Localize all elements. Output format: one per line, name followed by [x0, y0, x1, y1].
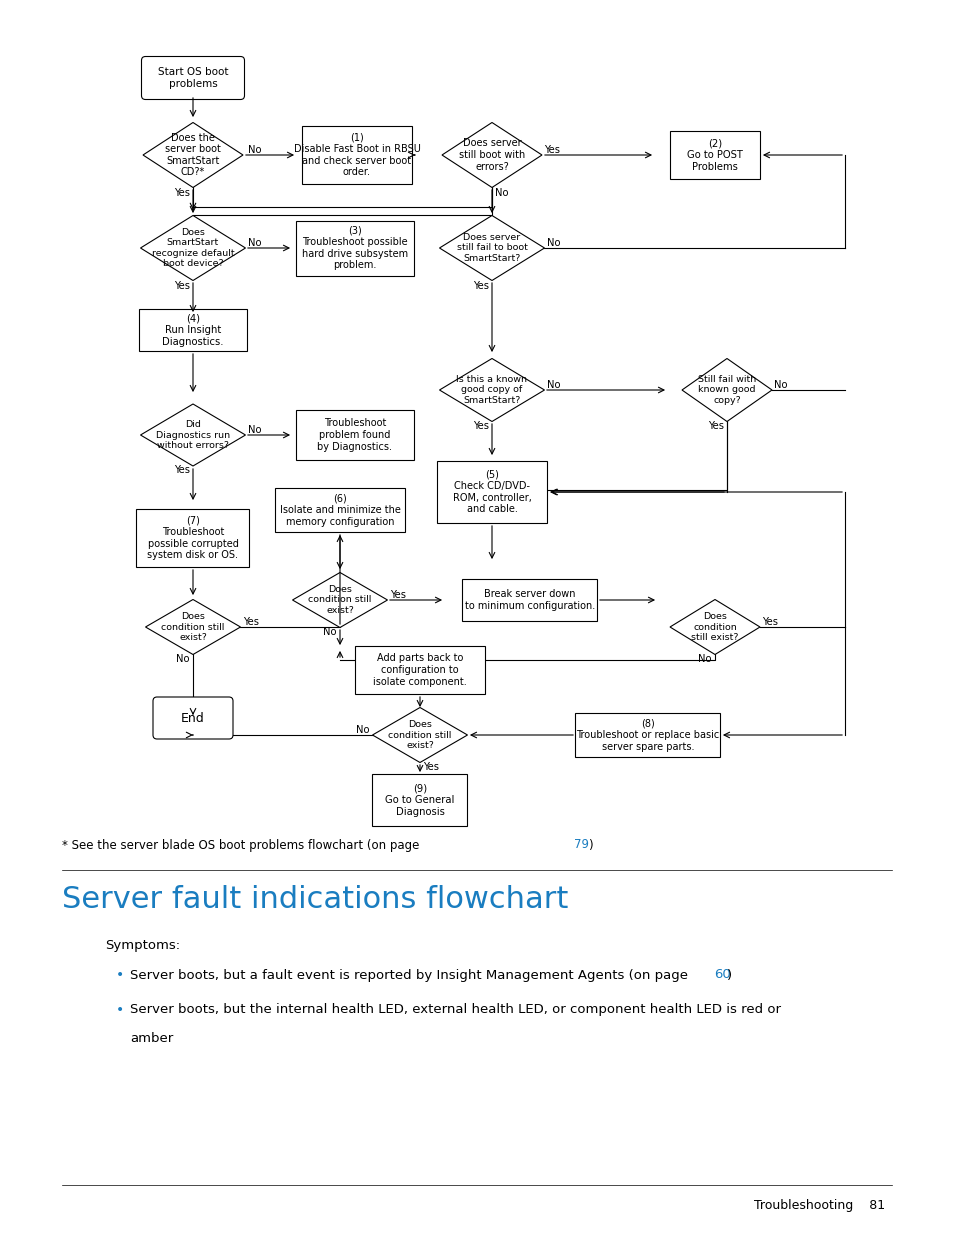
FancyBboxPatch shape: [141, 57, 244, 100]
Text: •: •: [116, 968, 124, 982]
Text: Does
SmartStart
recognize default
boot device?: Does SmartStart recognize default boot d…: [152, 228, 234, 268]
Text: No: No: [248, 238, 261, 248]
Text: Did
Diagnostics run
without errors?: Did Diagnostics run without errors?: [155, 420, 230, 450]
Text: No: No: [698, 655, 711, 664]
Polygon shape: [439, 215, 544, 280]
FancyBboxPatch shape: [274, 488, 405, 532]
Text: No: No: [773, 380, 786, 390]
Text: End: End: [181, 711, 205, 725]
Text: Does server
still boot with
errors?: Does server still boot with errors?: [458, 138, 524, 172]
FancyBboxPatch shape: [136, 509, 250, 567]
Text: Troubleshooting    81: Troubleshooting 81: [753, 1198, 884, 1212]
Text: No: No: [495, 188, 508, 198]
Text: (9)
Go to General
Diagnosis: (9) Go to General Diagnosis: [385, 783, 455, 816]
Text: Does server
still fail to boot
SmartStart?: Does server still fail to boot SmartStar…: [456, 233, 527, 263]
Text: 60: 60: [713, 968, 730, 982]
Text: Yes: Yes: [422, 762, 438, 772]
Polygon shape: [293, 573, 387, 627]
Polygon shape: [681, 358, 771, 421]
Text: Server boots, but a fault event is reported by Insight Management Agents (on pag: Server boots, but a fault event is repor…: [130, 968, 692, 982]
Text: Does
condition still
exist?: Does condition still exist?: [388, 720, 451, 750]
FancyBboxPatch shape: [295, 410, 414, 459]
Text: No: No: [323, 627, 336, 637]
Text: Yes: Yes: [761, 618, 778, 627]
Text: Yes: Yes: [173, 188, 190, 198]
Text: Yes: Yes: [173, 282, 190, 291]
Polygon shape: [143, 122, 243, 188]
Text: Yes: Yes: [707, 421, 723, 431]
Text: •: •: [116, 1003, 124, 1016]
Text: No: No: [546, 380, 560, 390]
Text: Yes: Yes: [243, 618, 258, 627]
FancyBboxPatch shape: [669, 131, 760, 179]
Text: Add parts back to
configuration to
isolate component.: Add parts back to configuration to isola…: [373, 653, 466, 687]
Text: (8)
Troubleshoot or replace basic
server spare parts.: (8) Troubleshoot or replace basic server…: [576, 719, 719, 752]
FancyBboxPatch shape: [372, 774, 467, 826]
Text: No: No: [248, 144, 261, 156]
Text: Server fault indications flowchart: Server fault indications flowchart: [62, 885, 568, 914]
Text: Is this a known
good copy of
SmartStart?: Is this a known good copy of SmartStart?: [456, 375, 527, 405]
FancyBboxPatch shape: [575, 713, 720, 757]
FancyBboxPatch shape: [152, 697, 233, 739]
FancyBboxPatch shape: [462, 579, 597, 621]
Polygon shape: [441, 122, 541, 188]
Polygon shape: [439, 358, 544, 421]
Text: Does the
server boot
SmartStart
CD?*: Does the server boot SmartStart CD?*: [165, 132, 221, 178]
Text: Does
condition still
exist?: Does condition still exist?: [308, 585, 372, 615]
Text: * See the server blade OS boot problems flowchart (on page: * See the server blade OS boot problems …: [62, 839, 423, 851]
Text: No: No: [248, 425, 261, 435]
Text: Troubleshoot
problem found
by Diagnostics.: Troubleshoot problem found by Diagnostic…: [317, 419, 392, 452]
Text: amber: amber: [130, 1031, 173, 1045]
Text: Does
condition
still exist?: Does condition still exist?: [691, 613, 738, 642]
Polygon shape: [372, 708, 467, 762]
FancyBboxPatch shape: [436, 461, 546, 522]
Text: No: No: [356, 725, 370, 735]
Text: Does
condition still
exist?: Does condition still exist?: [161, 613, 225, 642]
Text: Start OS boot
problems: Start OS boot problems: [157, 67, 228, 89]
FancyBboxPatch shape: [355, 646, 484, 694]
Text: ): ): [587, 839, 592, 851]
Text: Break server down
to minimum configuration.: Break server down to minimum configurati…: [464, 589, 595, 611]
Text: Still fail with
known good
copy?: Still fail with known good copy?: [698, 375, 756, 405]
FancyBboxPatch shape: [139, 309, 247, 351]
Text: ): ): [726, 968, 731, 982]
Text: Yes: Yes: [543, 144, 559, 156]
Text: Server boots, but the internal health LED, external health LED, or component hea: Server boots, but the internal health LE…: [130, 1004, 781, 1016]
Text: (1)
Disable Fast Boot in RBSU
and check server boot
order.: (1) Disable Fast Boot in RBSU and check …: [294, 132, 420, 178]
FancyBboxPatch shape: [295, 221, 414, 275]
FancyBboxPatch shape: [302, 126, 412, 184]
Polygon shape: [140, 215, 245, 280]
Text: No: No: [546, 238, 560, 248]
Text: (6)
Isolate and minimize the
memory configuration: (6) Isolate and minimize the memory conf…: [279, 494, 400, 526]
Text: (7)
Troubleshoot
possible corrupted
system disk or OS.: (7) Troubleshoot possible corrupted syst…: [148, 515, 238, 561]
Polygon shape: [146, 599, 240, 655]
Text: 79: 79: [574, 839, 588, 851]
Text: Yes: Yes: [173, 466, 190, 475]
Polygon shape: [140, 404, 245, 466]
Text: (3)
Troubleshoot possible
hard drive subsystem
problem.: (3) Troubleshoot possible hard drive sub…: [301, 226, 408, 270]
Text: Symptoms:: Symptoms:: [105, 939, 180, 951]
Text: (2)
Go to POST
Problems: (2) Go to POST Problems: [686, 138, 742, 172]
Text: Yes: Yes: [473, 282, 489, 291]
Text: Yes: Yes: [390, 590, 406, 600]
Polygon shape: [669, 599, 760, 655]
Text: Yes: Yes: [473, 421, 489, 431]
Text: (5)
Check CD/DVD-
ROM, controller,
and cable.: (5) Check CD/DVD- ROM, controller, and c…: [452, 469, 531, 515]
Text: (4)
Run Insight
Diagnostics.: (4) Run Insight Diagnostics.: [162, 314, 224, 347]
Text: No: No: [176, 655, 190, 664]
